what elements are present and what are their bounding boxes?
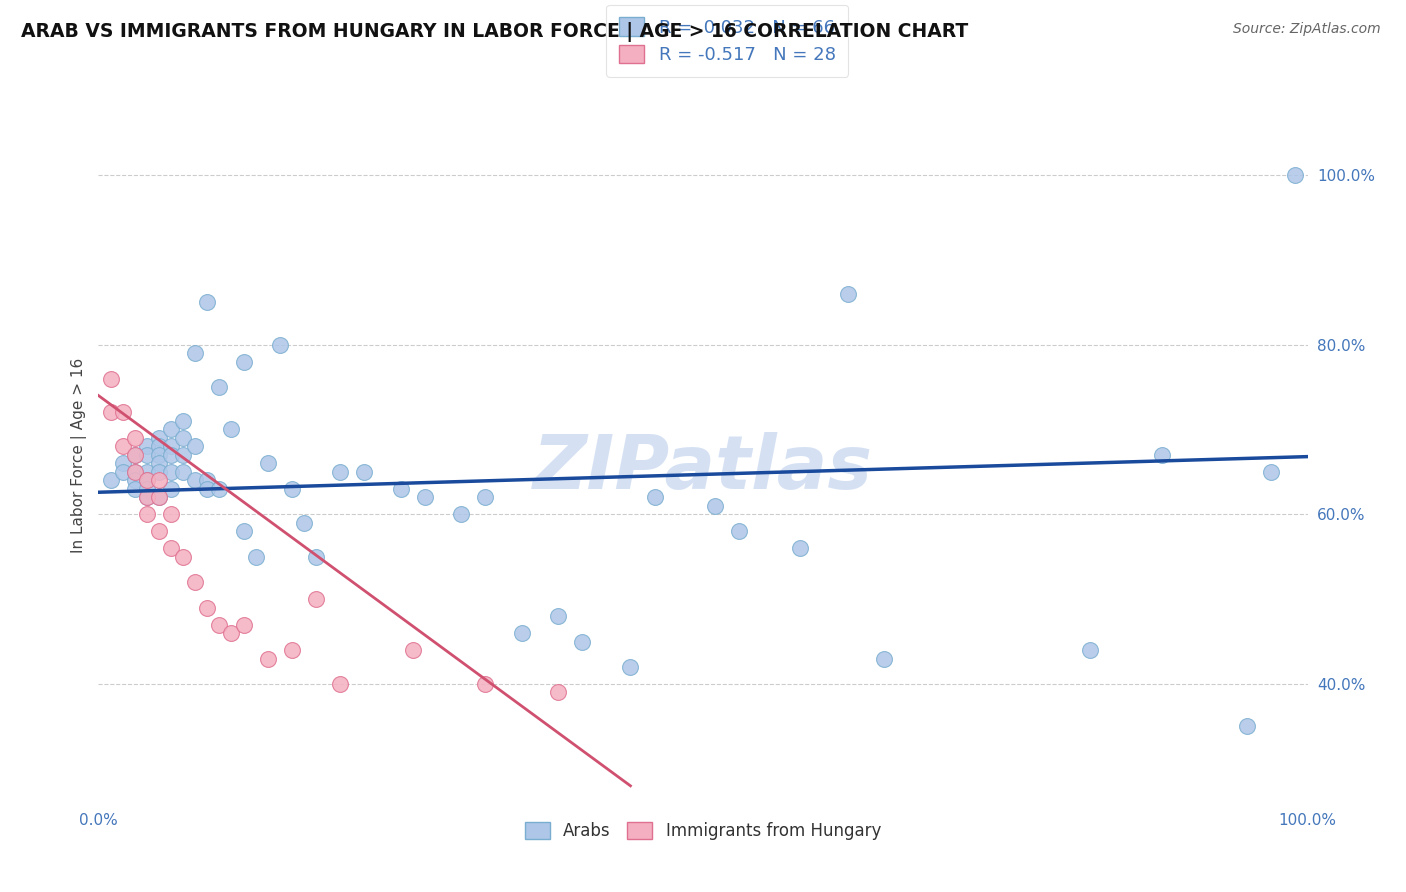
Point	[329, 465, 352, 479]
Point	[172, 465, 194, 479]
Point	[450, 508, 472, 522]
Point	[160, 541, 183, 556]
Point	[305, 592, 328, 607]
Point	[135, 491, 157, 505]
Point	[124, 474, 146, 488]
Point	[148, 465, 170, 479]
Point	[100, 474, 122, 488]
Point	[221, 422, 243, 436]
Point	[100, 371, 122, 385]
Point	[281, 643, 304, 657]
Point	[172, 448, 194, 462]
Point	[124, 482, 146, 496]
Point	[195, 482, 218, 496]
Point	[474, 677, 496, 691]
Point	[172, 414, 194, 428]
Point	[148, 524, 170, 539]
Point	[1078, 643, 1101, 657]
Y-axis label: In Labor Force | Age > 16: In Labor Force | Age > 16	[72, 358, 87, 552]
Point	[208, 482, 231, 496]
Point	[148, 439, 170, 453]
Point	[148, 457, 170, 471]
Point	[353, 465, 375, 479]
Point	[837, 286, 859, 301]
Point	[389, 482, 412, 496]
Point	[873, 651, 896, 665]
Point	[172, 549, 194, 564]
Point	[208, 617, 231, 632]
Point	[160, 448, 183, 462]
Point	[160, 482, 183, 496]
Text: Source: ZipAtlas.com: Source: ZipAtlas.com	[1233, 22, 1381, 37]
Point	[124, 431, 146, 445]
Point	[281, 482, 304, 496]
Point	[124, 448, 146, 462]
Point	[135, 474, 157, 488]
Point	[135, 508, 157, 522]
Point	[232, 354, 254, 368]
Point	[789, 541, 811, 556]
Point	[195, 474, 218, 488]
Text: ARAB VS IMMIGRANTS FROM HUNGARY IN LABOR FORCE | AGE > 16 CORRELATION CHART: ARAB VS IMMIGRANTS FROM HUNGARY IN LABOR…	[21, 22, 969, 42]
Point	[269, 337, 291, 351]
Point	[184, 439, 207, 453]
Point	[135, 439, 157, 453]
Point	[135, 465, 157, 479]
Point	[195, 295, 218, 310]
Point	[160, 508, 183, 522]
Point	[160, 465, 183, 479]
Point	[305, 549, 328, 564]
Point	[135, 448, 157, 462]
Point	[221, 626, 243, 640]
Point	[111, 457, 134, 471]
Point	[100, 405, 122, 419]
Point	[208, 380, 231, 394]
Point	[172, 431, 194, 445]
Point	[547, 685, 569, 699]
Point	[184, 346, 207, 360]
Point	[160, 439, 183, 453]
Point	[1260, 465, 1282, 479]
Point	[571, 634, 593, 648]
Point	[124, 465, 146, 479]
Point	[111, 465, 134, 479]
Point	[547, 609, 569, 624]
Point	[619, 660, 641, 674]
Point	[402, 643, 425, 657]
Point	[1236, 719, 1258, 733]
Point	[135, 491, 157, 505]
Point	[111, 439, 134, 453]
Point	[1152, 448, 1174, 462]
Point	[184, 575, 207, 590]
Point	[728, 524, 751, 539]
Point	[135, 482, 157, 496]
Point	[329, 677, 352, 691]
Point	[111, 405, 134, 419]
Point	[232, 524, 254, 539]
Point	[148, 448, 170, 462]
Point	[160, 422, 183, 436]
Point	[256, 651, 278, 665]
Point	[124, 465, 146, 479]
Point	[510, 626, 533, 640]
Point	[1284, 168, 1306, 182]
Point	[413, 491, 436, 505]
Point	[704, 499, 727, 513]
Point	[148, 431, 170, 445]
Legend: Arabs, Immigrants from Hungary: Arabs, Immigrants from Hungary	[519, 815, 887, 847]
Point	[474, 491, 496, 505]
Point	[148, 491, 170, 505]
Point	[124, 448, 146, 462]
Point	[256, 457, 278, 471]
Point	[292, 516, 315, 530]
Point	[644, 491, 666, 505]
Point	[148, 474, 170, 488]
Point	[245, 549, 267, 564]
Point	[184, 474, 207, 488]
Point	[232, 617, 254, 632]
Text: ZIPatlas: ZIPatlas	[533, 433, 873, 506]
Point	[195, 600, 218, 615]
Point	[148, 491, 170, 505]
Point	[135, 474, 157, 488]
